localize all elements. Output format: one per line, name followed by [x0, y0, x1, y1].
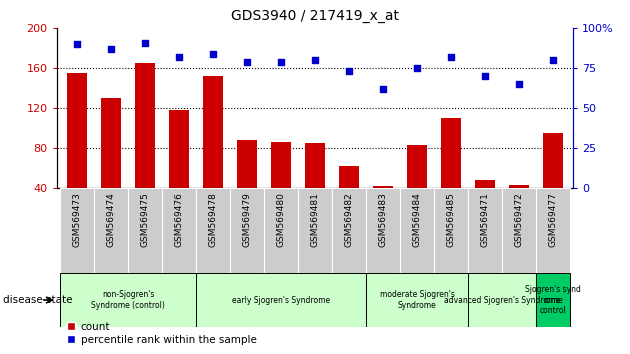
- Text: GSM569473: GSM569473: [72, 192, 82, 247]
- Bar: [237, 140, 257, 227]
- Point: [548, 57, 558, 63]
- Point: [242, 59, 252, 65]
- Bar: [101, 98, 121, 227]
- Bar: [169, 110, 189, 227]
- Text: GSM569475: GSM569475: [140, 192, 149, 247]
- Bar: [60, 273, 196, 327]
- Point: [276, 59, 286, 65]
- Bar: [441, 118, 461, 227]
- Text: GSM569479: GSM569479: [243, 192, 251, 247]
- Bar: [67, 73, 88, 227]
- Point: [480, 73, 490, 79]
- Bar: [135, 63, 155, 227]
- Bar: [468, 188, 502, 273]
- Text: GSM569485: GSM569485: [447, 192, 455, 247]
- Point: [72, 41, 82, 47]
- Text: GSM569484: GSM569484: [413, 192, 421, 247]
- Bar: [332, 188, 366, 273]
- Point: [140, 40, 150, 46]
- Text: advanced Sjogren's Syndrome: advanced Sjogren's Syndrome: [444, 296, 560, 304]
- Text: early Sjogren's Syndrome: early Sjogren's Syndrome: [232, 296, 330, 304]
- Text: GSM569480: GSM569480: [277, 192, 285, 247]
- Bar: [536, 188, 570, 273]
- Bar: [264, 188, 298, 273]
- Point: [446, 54, 456, 60]
- Text: moderate Sjogren's
Syndrome: moderate Sjogren's Syndrome: [379, 290, 454, 310]
- Bar: [128, 188, 162, 273]
- Bar: [230, 188, 264, 273]
- Bar: [400, 188, 434, 273]
- Bar: [94, 188, 128, 273]
- Bar: [366, 188, 400, 273]
- Bar: [196, 273, 366, 327]
- Bar: [434, 188, 468, 273]
- Bar: [373, 185, 393, 227]
- Text: Sjogren's synd
rome
control: Sjogren's synd rome control: [525, 285, 581, 315]
- Bar: [162, 188, 196, 273]
- Text: GSM569477: GSM569477: [548, 192, 558, 247]
- Point: [344, 69, 354, 74]
- Text: disease state: disease state: [3, 295, 72, 305]
- Text: GSM569478: GSM569478: [209, 192, 217, 247]
- Bar: [60, 188, 94, 273]
- Text: GSM569483: GSM569483: [379, 192, 387, 247]
- Bar: [271, 142, 291, 227]
- Bar: [475, 180, 495, 227]
- Bar: [203, 76, 223, 227]
- Bar: [407, 145, 427, 227]
- Point: [412, 65, 422, 71]
- Bar: [305, 143, 325, 227]
- Text: GSM569474: GSM569474: [106, 192, 115, 247]
- Text: GDS3940 / 217419_x_at: GDS3940 / 217419_x_at: [231, 9, 399, 23]
- Bar: [542, 133, 563, 227]
- Point: [310, 57, 320, 63]
- Bar: [196, 188, 230, 273]
- Legend: count, percentile rank within the sample: count, percentile rank within the sample: [62, 317, 261, 349]
- Point: [174, 54, 184, 60]
- Bar: [509, 185, 529, 227]
- Bar: [339, 166, 359, 227]
- Point: [106, 46, 116, 52]
- Point: [378, 86, 388, 92]
- Bar: [502, 188, 536, 273]
- Text: GSM569471: GSM569471: [481, 192, 490, 247]
- Text: GSM569476: GSM569476: [175, 192, 183, 247]
- Bar: [468, 273, 536, 327]
- Text: GSM569482: GSM569482: [345, 192, 353, 247]
- Point: [514, 81, 524, 87]
- Bar: [366, 273, 468, 327]
- Bar: [536, 273, 570, 327]
- Point: [208, 51, 218, 57]
- Text: GSM569481: GSM569481: [311, 192, 319, 247]
- Text: non-Sjogren's
Syndrome (control): non-Sjogren's Syndrome (control): [91, 290, 165, 310]
- Bar: [298, 188, 332, 273]
- Text: GSM569472: GSM569472: [515, 192, 524, 247]
